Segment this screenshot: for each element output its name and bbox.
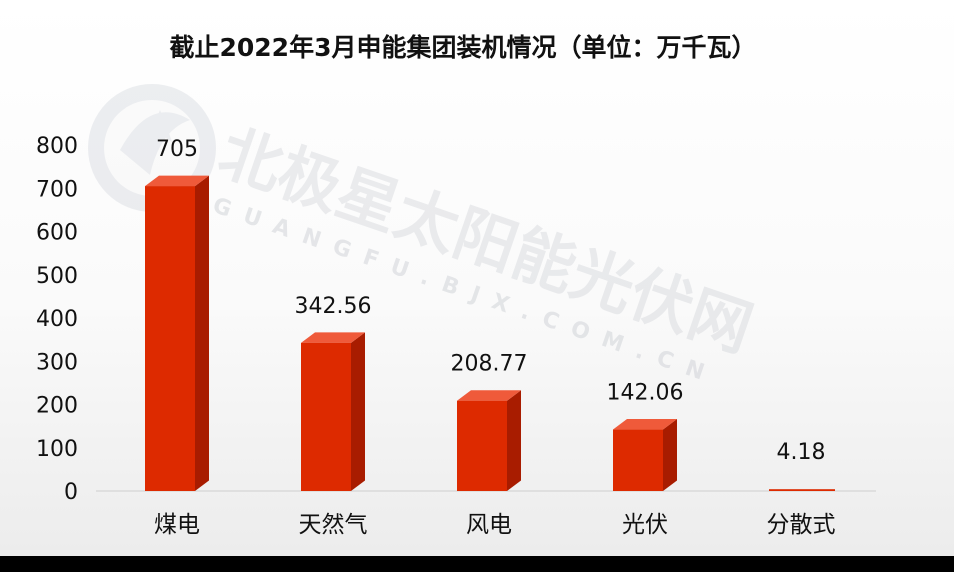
bar-side [351,332,365,491]
bar-side [663,419,677,491]
y-tick-label: 400 [36,307,78,332]
y-tick-label: 200 [36,394,78,419]
bar-top [457,390,521,401]
bar-top [145,175,209,187]
bar-side [195,175,209,491]
watermark-logo-icon [88,84,216,212]
bar-chart: 北极星太阳能光伏网 GUANGFU.BJX.COM.CN 截止2022年3月申能… [36,33,876,538]
y-tick-label: 0 [64,480,78,505]
category-label: 煤电 [154,512,200,538]
bars [145,175,835,491]
bar-top [301,332,365,343]
value-label: 705 [156,137,198,162]
y-tick-label: 300 [36,350,78,375]
y-axis: 0 100 200 300 400 500 600 700 800 [36,134,78,505]
value-label: 4.18 [777,440,826,465]
x-axis: 煤电 天然气 风电 光伏 分散式 [154,512,836,538]
bar-side [507,390,521,491]
value-labels: 705 342.56 208.77 142.06 4.18 [156,137,825,465]
bar-top [613,419,677,430]
bar-front [613,429,663,491]
bar [145,175,209,491]
category-label: 风电 [466,512,512,538]
bar [613,419,677,491]
bar [457,390,521,491]
bar-front [769,489,835,491]
bar [769,489,835,491]
bar-front [145,186,195,491]
bar-front [457,400,507,491]
category-label: 天然气 [299,512,368,538]
bar-front [301,342,351,491]
y-tick-label: 500 [36,264,78,289]
chart-frame: 北极星太阳能光伏网 GUANGFU.BJX.COM.CN 截止2022年3月申能… [0,0,954,556]
y-tick-label: 100 [36,437,78,462]
y-tick-label: 600 [36,221,78,246]
bar [301,332,365,491]
chart-title: 截止2022年3月申能集团装机情况（单位：万千瓦） [170,33,757,62]
value-label: 208.77 [451,352,528,377]
value-label: 342.56 [295,294,372,319]
category-label: 分散式 [767,512,836,538]
category-label: 光伏 [622,512,668,538]
y-tick-label: 800 [36,134,78,159]
value-label: 142.06 [607,381,684,406]
y-tick-label: 700 [36,177,78,202]
